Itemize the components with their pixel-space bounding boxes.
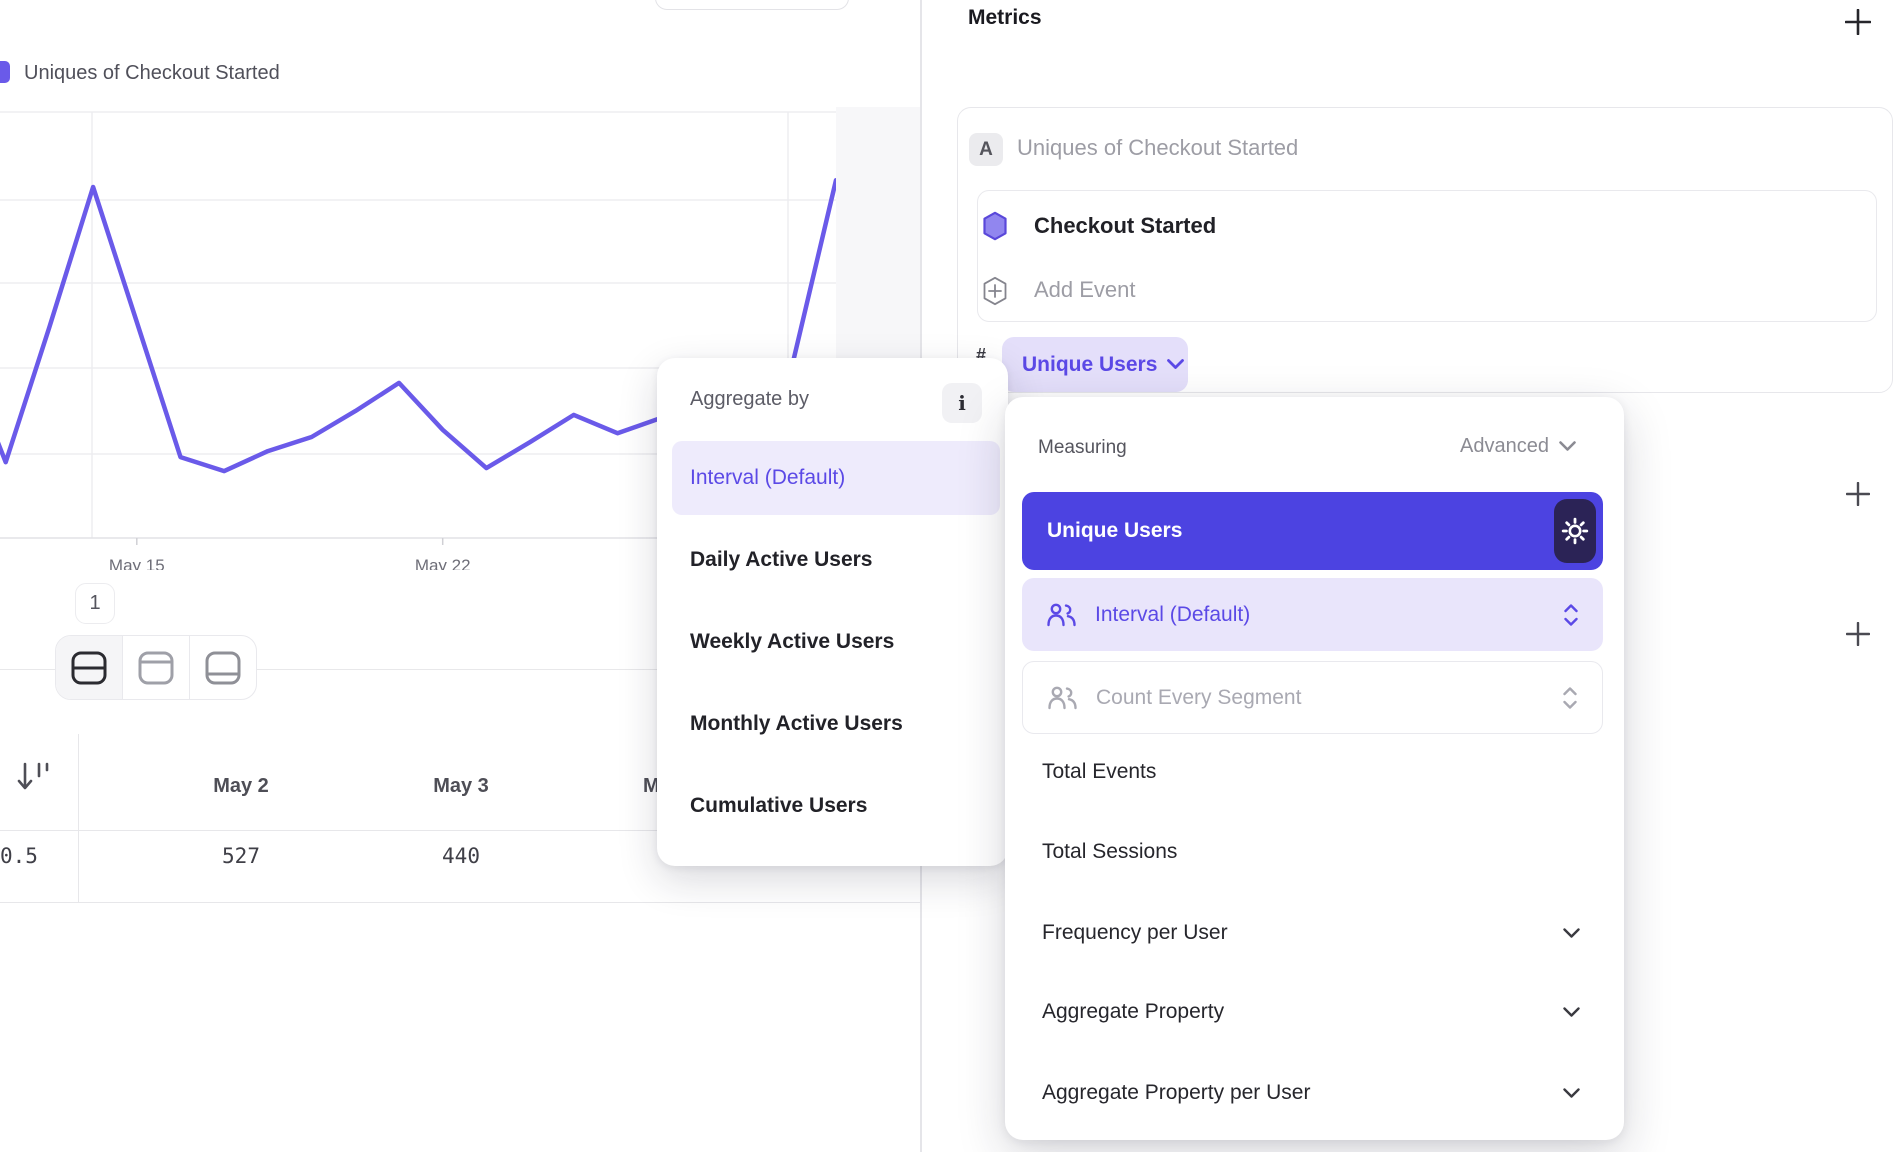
table-column-header[interactable]: May 2: [213, 775, 269, 797]
option-frequency-per-user[interactable]: Frequency per User: [1042, 916, 1602, 950]
legend-color-swatch: [0, 61, 10, 83]
table-column-header-partial: M: [643, 775, 659, 797]
event-hexagon-icon: [982, 211, 1008, 241]
measure-chip-label: Unique Users: [1022, 352, 1158, 376]
count-every-segment-row[interactable]: Count Every Segment: [1022, 661, 1603, 734]
chart-legend: Uniques of Checkout Started: [0, 60, 280, 86]
info-button[interactable]: i: [942, 383, 982, 423]
aggregate-by-title: Aggregate by: [690, 388, 809, 410]
table-header-border: [0, 830, 921, 831]
add-metric-button[interactable]: [1840, 4, 1876, 40]
unique-users-selected-button[interactable]: Unique Users: [1022, 492, 1603, 570]
chevron-down-icon: [1563, 1006, 1580, 1017]
series-count-badge[interactable]: 1: [75, 583, 115, 624]
measure-chip[interactable]: Unique Users: [1002, 337, 1188, 392]
unique-users-label: Unique Users: [1047, 519, 1183, 542]
toolbar-button-partial[interactable]: [655, 0, 849, 10]
chevron-down-icon: [1563, 1087, 1580, 1098]
menu-item-interval-default[interactable]: Interval (Default): [672, 441, 1000, 515]
panel-bottom-icon: [205, 651, 241, 684]
legend-label: Uniques of Checkout Started: [24, 61, 280, 84]
add-event-icon: [982, 276, 1008, 306]
add-breakdown-button[interactable]: [1840, 616, 1876, 652]
section-divider: [0, 669, 921, 670]
advanced-label: Advanced: [1460, 435, 1549, 457]
interval-default-label: Interval (Default): [1095, 602, 1251, 626]
option-label: Aggregate Property: [1042, 1000, 1225, 1023]
metrics-panel-title: Metrics: [968, 6, 1042, 29]
layout-toggle-group: [55, 635, 257, 700]
table-row-border: [0, 902, 921, 903]
interval-default-row[interactable]: Interval (Default): [1022, 578, 1603, 651]
sort-rows-icon: [17, 762, 49, 790]
layout-split-horizontal-button[interactable]: [56, 636, 123, 699]
chevron-down-icon: [1563, 927, 1580, 938]
measure-operator: #: [976, 345, 987, 365]
metric-letter-badge: A: [969, 133, 1003, 166]
table-sort-button[interactable]: [12, 756, 56, 796]
table-row-label-partial: 0.5: [0, 844, 38, 868]
chevron-down-icon: [1559, 441, 1576, 451]
x-axis-tick-label: May 15: [109, 556, 165, 570]
measuring-label: Measuring: [1038, 437, 1127, 458]
option-total-events[interactable]: Total Events: [1042, 760, 1157, 783]
x-axis-ticks: May 15 May 22: [109, 538, 471, 570]
gear-icon: [1561, 517, 1589, 545]
measuring-panel: Measuring Advanced Unique Users: [1005, 397, 1624, 1140]
table-column-border: [78, 734, 79, 902]
menu-item-cumulative-users[interactable]: Cumulative Users: [690, 794, 868, 817]
event-name[interactable]: Checkout Started: [1034, 213, 1217, 238]
menu-item-monthly-active-users[interactable]: Monthly Active Users: [690, 712, 903, 735]
option-aggregate-property-per-user[interactable]: Aggregate Property per User: [1042, 1076, 1602, 1110]
panel-top-icon: [138, 651, 174, 684]
menu-item-weekly-active-users[interactable]: Weekly Active Users: [690, 630, 895, 653]
add-filter-button[interactable]: [1840, 476, 1876, 512]
layout-panel-top-button[interactable]: [123, 636, 190, 699]
table-cell: 527: [222, 844, 260, 868]
measure-settings-button[interactable]: [1554, 499, 1596, 563]
unfold-more-icon: [1564, 603, 1578, 626]
option-aggregate-property[interactable]: Aggregate Property: [1042, 995, 1602, 1029]
count-every-segment-label: Count Every Segment: [1096, 685, 1302, 709]
aggregate-by-popup: Aggregate by i Interval (Default) Daily …: [657, 358, 1008, 866]
option-total-sessions[interactable]: Total Sessions: [1042, 840, 1178, 863]
chevron-down-icon: [1167, 359, 1185, 369]
event-card: [977, 190, 1877, 322]
unfold-more-icon: [1563, 686, 1577, 709]
people-icon: [1048, 686, 1077, 709]
layout-panel-bottom-button[interactable]: [190, 636, 256, 699]
table-column-header[interactable]: May 3: [433, 775, 489, 797]
add-event-button[interactable]: Add Event: [1034, 277, 1136, 302]
menu-item-daily-active-users[interactable]: Daily Active Users: [690, 548, 873, 571]
people-icon: [1047, 603, 1076, 626]
table-cell: 440: [442, 844, 480, 868]
x-axis-tick-label: May 22: [415, 556, 471, 570]
plus-icon: [1846, 622, 1870, 646]
option-label: Aggregate Property per User: [1042, 1081, 1311, 1104]
advanced-mode-toggle[interactable]: Advanced: [1460, 435, 1576, 458]
split-horizontal-icon: [71, 651, 107, 684]
option-label: Frequency per User: [1042, 921, 1228, 944]
metric-title: Uniques of Checkout Started: [1017, 135, 1299, 160]
plus-icon: [1845, 9, 1871, 35]
plus-icon: [1846, 482, 1870, 506]
